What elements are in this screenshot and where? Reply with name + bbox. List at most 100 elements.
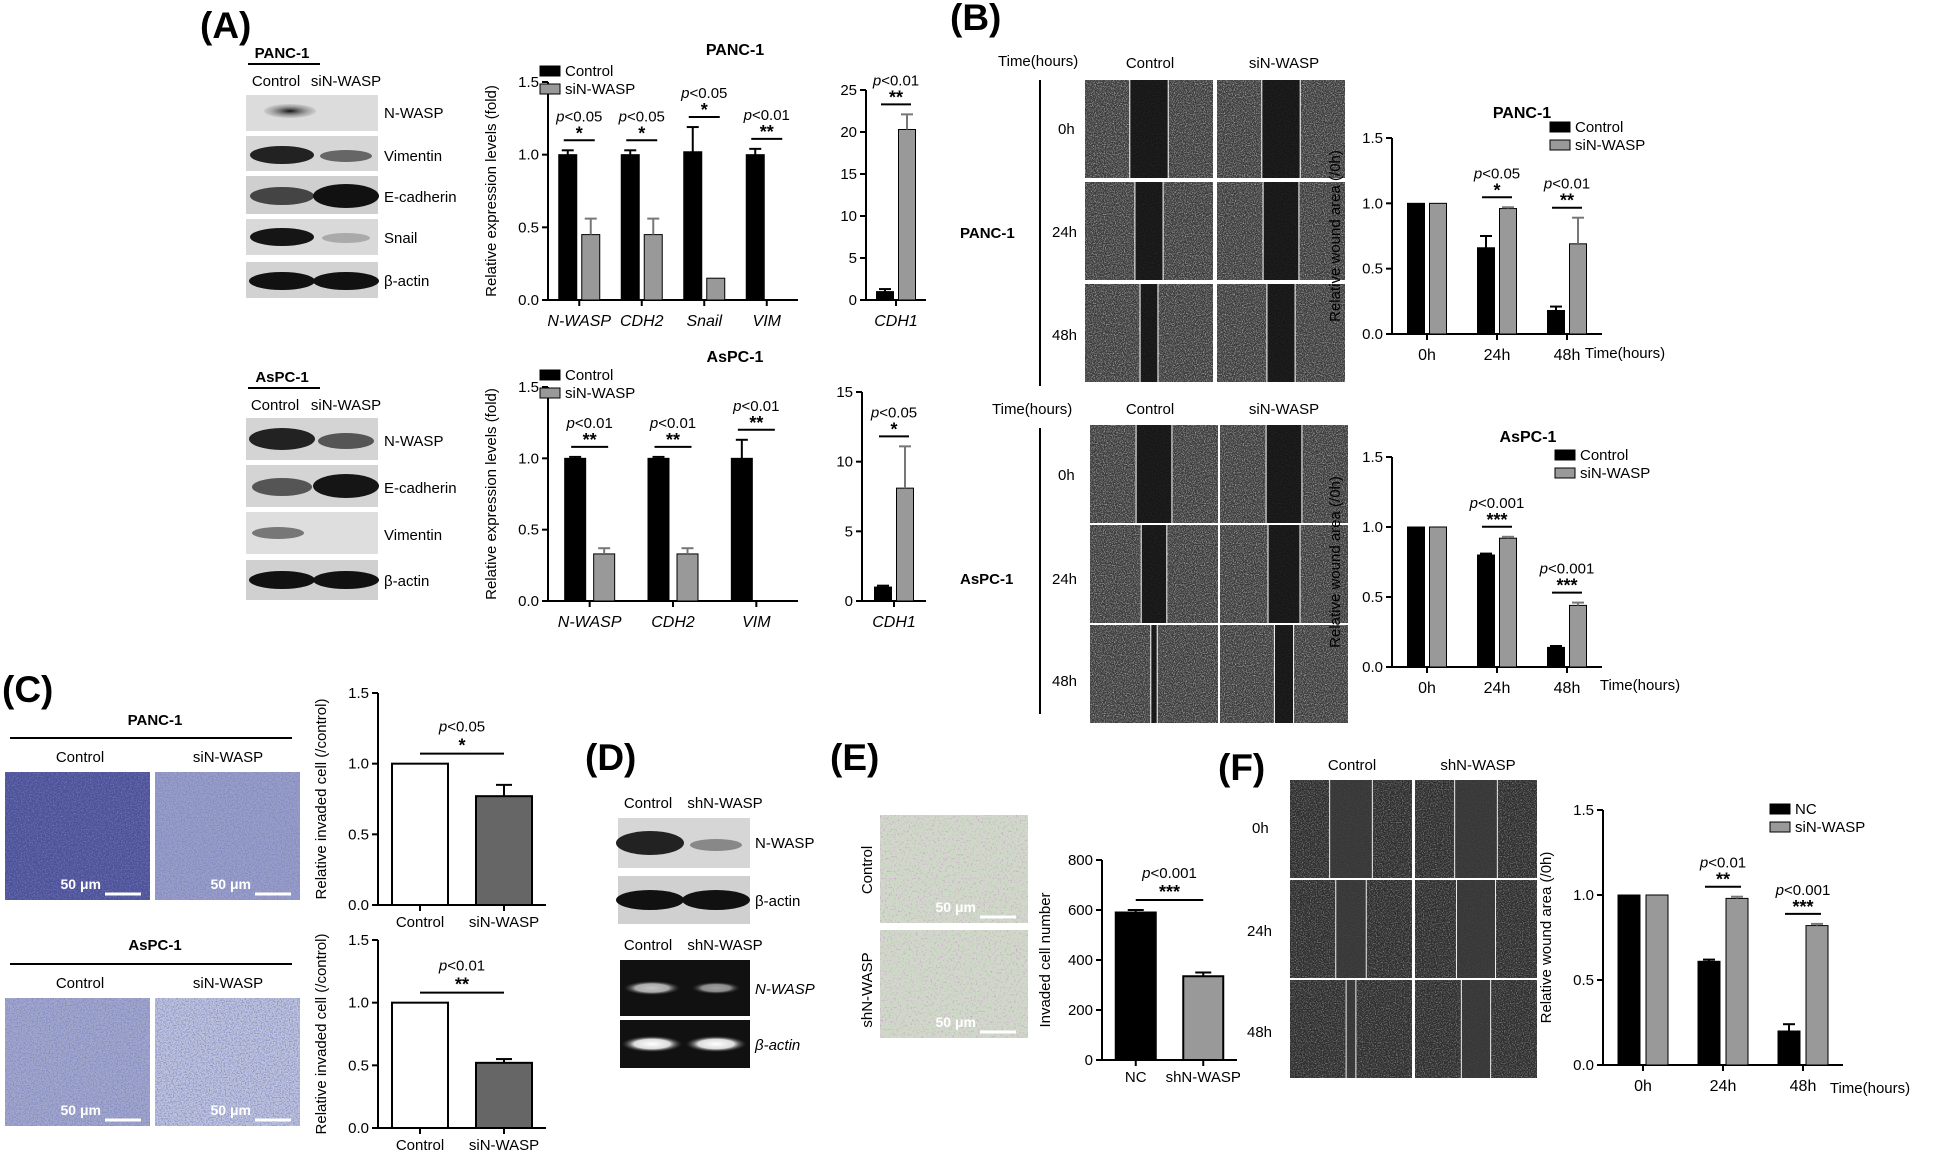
chart-e_invaded: 0 200 400 600 800 Invaded cell number NC shN-WA…: [1037, 852, 1241, 1086]
blot-a-panc: PANC-1 Control siN-WASP N-WASP Vimentin …: [246, 45, 457, 298]
significance-stars: ***: [1486, 510, 1507, 530]
legend-swatch: [1769, 821, 1791, 833]
y-tick-label: 1.5: [348, 932, 369, 949]
invasion-c-aspc-col-control: Control: [56, 975, 104, 992]
wound-image: [1415, 880, 1537, 978]
y-tick-label: 1.0: [1573, 887, 1594, 904]
x-axis-label: Time(hours): [1830, 1080, 1910, 1097]
wound-gap: [1274, 625, 1294, 723]
x-tick-label: 0h: [1634, 1078, 1652, 1095]
wound-f-tiles: [1290, 780, 1537, 1078]
p-value-label: p<0.001: [1539, 561, 1595, 578]
chart-a_aspc_cdh1: 0 5 10 15 CDH1 *p<0.05: [836, 384, 926, 631]
invasion-c-panc-col-sin: siN-WASP: [193, 749, 263, 766]
legend-label: siN-WASP: [565, 81, 635, 98]
wound-gap: [1263, 182, 1299, 280]
bar: [593, 553, 616, 602]
images-e-tiles: 50 μm 50 μm: [880, 815, 1028, 1038]
y-tick-label: 1.0: [1362, 195, 1383, 212]
y-tick-label: 5: [845, 523, 853, 540]
x-tick-label: 0h: [1418, 347, 1436, 364]
blot-band: [313, 571, 379, 589]
p-value-label: p<0.05: [618, 108, 665, 125]
p-value-label: p<0.01: [1699, 855, 1746, 872]
chart-a_panc_cdh1: 0 5 10 15 20 25 CDH1 **p<0.01: [840, 72, 926, 330]
y-tick-label: 0.0: [348, 897, 369, 914]
bar: [1805, 925, 1829, 1066]
invasion-c-panc-col-control: Control: [56, 749, 104, 766]
x-tick-label: CDH2: [651, 614, 695, 631]
legend-swatch: [539, 369, 561, 381]
y-tick-label: 1.0: [348, 756, 369, 773]
p-value-label: p<0.05: [870, 404, 917, 421]
p-value-label: p<0.05: [555, 108, 602, 125]
legend-swatch: [1769, 803, 1791, 815]
y-tick-label: 0.0: [1573, 1057, 1594, 1074]
significance-stars: *: [576, 123, 583, 143]
legend-label: Control: [1580, 447, 1628, 464]
bar: [683, 151, 703, 301]
invasion-c-tiles: 50 μm 50 μm 50 μm 50 μm: [5, 772, 300, 1126]
gel-band: [624, 981, 680, 995]
bar: [620, 154, 640, 301]
y-tick-label: 10: [840, 208, 857, 225]
wound-image: [1290, 980, 1412, 1078]
y-tick-label: 0.5: [518, 219, 539, 236]
x-tick-label: N-WASP: [547, 313, 611, 330]
blot-a-panc-col-control: Control: [252, 73, 300, 90]
y-tick-label: 200: [1068, 1002, 1093, 1019]
wound-b-aspc-label: AsPC-1: [960, 571, 1013, 588]
wound-image: [1220, 525, 1348, 623]
blot-band: [250, 146, 314, 164]
wound-image: [1220, 425, 1348, 523]
wound-image: [1217, 182, 1345, 280]
y-tick-label: 800: [1068, 852, 1093, 869]
bar: [1725, 897, 1749, 1066]
p-value-label: p<0.01: [1543, 176, 1590, 193]
invasion-image: 50 μm: [5, 772, 150, 900]
legend-label: Control: [1575, 119, 1623, 136]
y-tick-label: 0.5: [518, 522, 539, 539]
wound-f-row-0h: 0h: [1252, 820, 1269, 837]
blot-band: [249, 571, 315, 589]
blot-a-aspc-row-4: β-actin: [384, 573, 429, 590]
bar: [1569, 604, 1587, 668]
panel-label-d: (D): [585, 737, 636, 778]
bar: [391, 1001, 449, 1130]
blot-d-rna-row-1: N-WASP: [755, 981, 815, 998]
x-tick-label: N-WASP: [558, 614, 622, 631]
legend-label: siN-WASP: [1795, 819, 1865, 836]
y-tick-label: 15: [836, 384, 853, 401]
bar: [558, 154, 578, 301]
blot-band: [250, 228, 314, 246]
wound-b-col-control-1: Control: [1126, 55, 1174, 72]
wound-f-col-control: Control: [1328, 757, 1376, 774]
wound-image: [1085, 284, 1213, 382]
bar: [647, 457, 670, 602]
x-axis-label: Time(hours): [1600, 677, 1680, 694]
blot-band: [313, 184, 379, 208]
y-tick-label: 0.0: [518, 292, 539, 309]
y-axis-label: Invaded cell number: [1037, 892, 1054, 1027]
wound-gap: [1329, 780, 1373, 878]
scale-bar-label: 50 μm: [211, 1102, 251, 1118]
legend-swatch: [539, 387, 561, 399]
tile-texture: [5, 998, 150, 1126]
chart-title: PANC-1: [706, 42, 764, 59]
y-axis-label: Relative wound area (/0h): [1327, 150, 1344, 322]
significance-stars: **: [583, 430, 597, 450]
y-axis-label: Relative wound area (/0h): [1327, 476, 1344, 648]
gel-band: [622, 1036, 682, 1052]
blot-d-rna-row-2: β-actin: [754, 1037, 800, 1054]
chart-b_panc_wound: 0.0 0.5 1.0 1.5 Relative wound area (/0h) PAN…: [1327, 105, 1665, 364]
wound-gap: [1266, 425, 1302, 523]
y-tick-label: 0.0: [1362, 326, 1383, 343]
y-tick-label: 1.0: [1362, 519, 1383, 536]
x-tick-label: 48h: [1554, 347, 1581, 364]
y-axis-label: Relative wound area (/0h): [1538, 852, 1555, 1024]
wound-image: [1085, 182, 1213, 280]
bar: [643, 234, 663, 301]
wound-b-row-24h-1: 24h: [1052, 224, 1077, 241]
chart-f_wound: 0.0 0.5 1.0 1.5 Relative wound area (/0h) Tim…: [1538, 801, 1910, 1097]
blot-band: [682, 890, 750, 910]
